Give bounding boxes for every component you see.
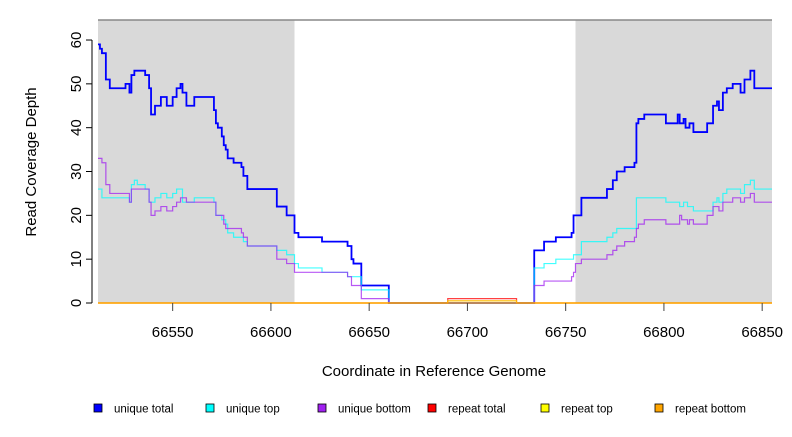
x-tick-label: 66700 [447,324,489,341]
legend-swatch-repeat-top [540,403,550,413]
y-tick-label: 30 [68,163,85,180]
x-tick-label: 66850 [741,324,783,341]
y-tick-label: 50 [68,76,85,93]
x-axis: 66550 66600 66650 66700 66750 66800 66850 [98,302,783,341]
x-tick-label: 66600 [250,324,292,341]
y-axis: 0 10 20 30 40 50 60 [68,32,93,307]
legend-label: repeat bottom [675,404,746,416]
series-line-unique-bottom [98,157,772,304]
shaded-region [575,20,772,303]
y-tick-label: 0 [68,299,85,307]
x-axis-label: Coordinate in Reference Genome [322,363,546,380]
x-tick-label: 66650 [348,324,390,341]
legend-swatch-unique-total [93,403,103,413]
legend-label: repeat total [448,404,506,416]
legend-label: unique bottom [338,404,411,416]
legend-label: repeat top [561,404,613,416]
legend: unique total unique top unique bottom repea… [93,403,746,416]
legend-label: unique total [114,404,173,416]
legend-swatch-repeat-total [427,403,437,413]
y-tick-label: 10 [68,251,85,268]
y-tick-label: 60 [68,32,85,49]
x-tick-label: 66800 [643,324,685,341]
shaded-regions [98,20,772,303]
y-axis-label: Read Coverage Depth [23,87,40,236]
shaded-region [98,20,295,303]
x-tick-label: 66750 [545,324,587,341]
legend-swatch-repeat-bottom [654,403,664,413]
x-tick-label: 66550 [152,324,194,341]
legend-swatch-unique-bottom [317,403,327,413]
legend-label: unique top [226,404,280,416]
y-tick-label: 40 [68,119,85,136]
legend-swatch-unique-top [205,403,215,413]
y-tick-label: 20 [68,207,85,224]
series-line-unique-total [98,43,772,304]
